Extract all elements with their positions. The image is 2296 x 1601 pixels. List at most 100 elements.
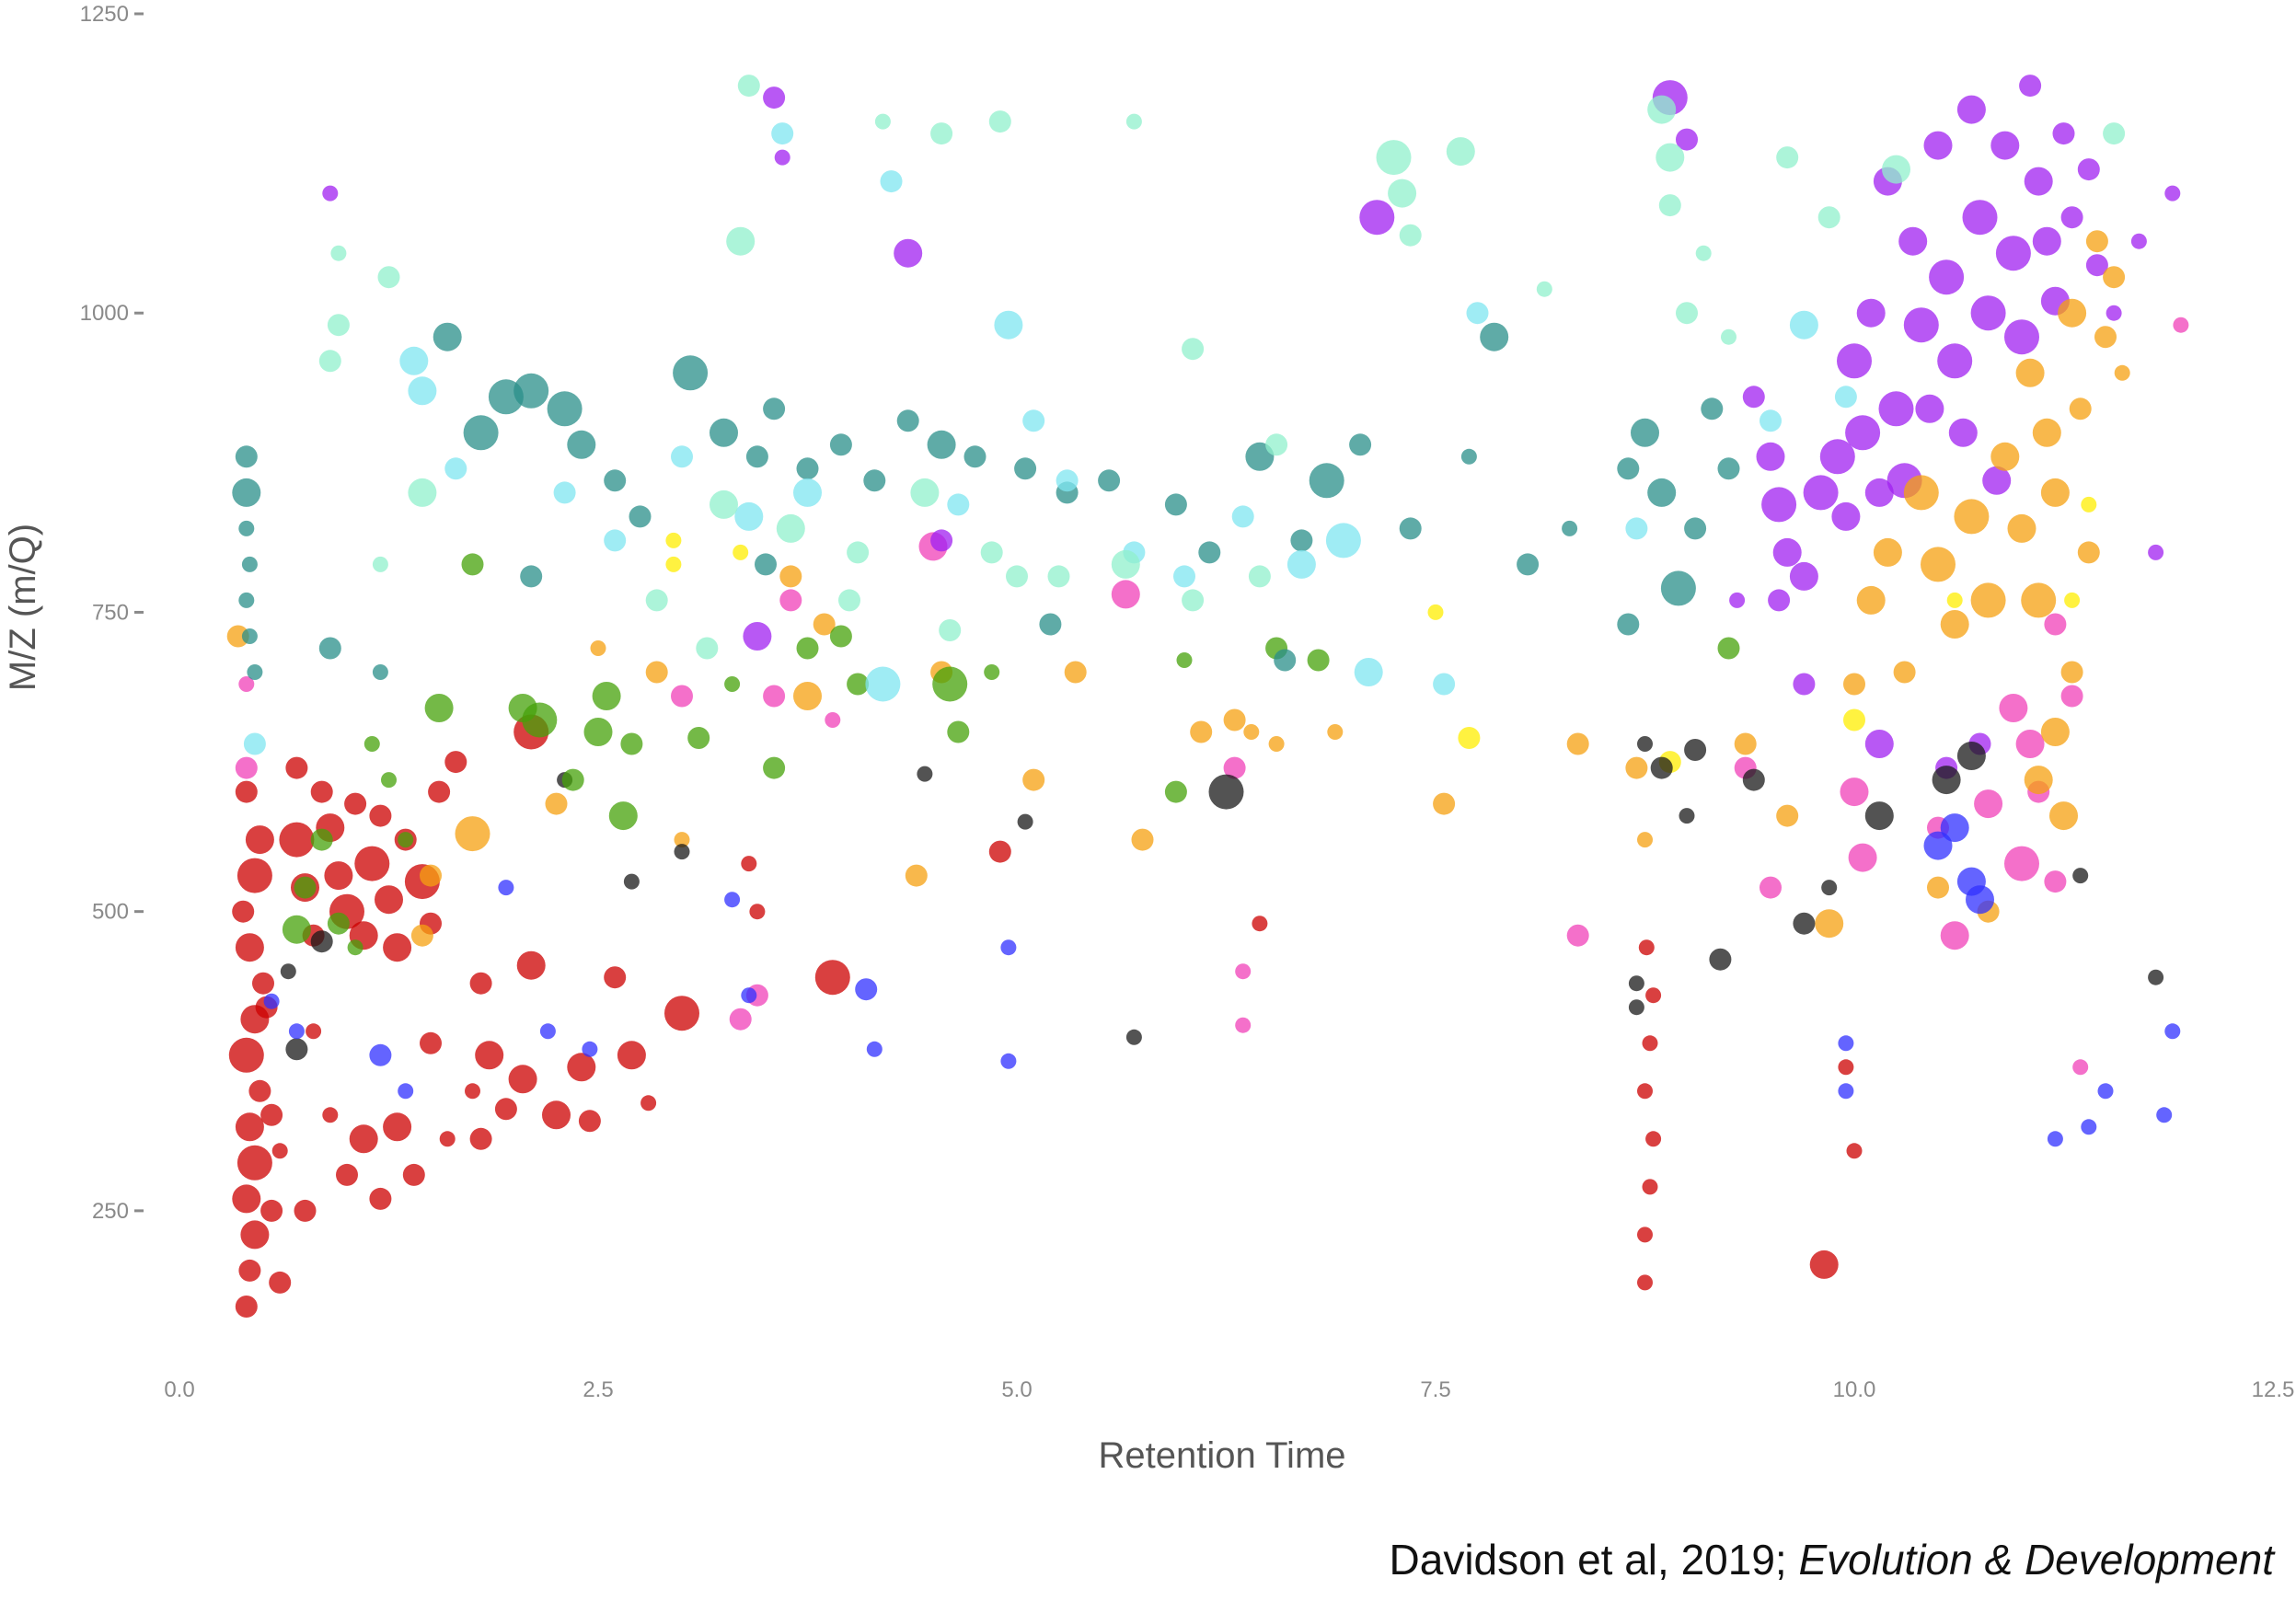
point-blue: [1923, 831, 1953, 860]
point-red: [294, 1199, 317, 1222]
x-tick-label: 5.0: [1001, 1377, 1032, 1402]
point-black: [1017, 813, 1033, 830]
point-mint: [330, 245, 347, 261]
point-orange: [645, 661, 668, 684]
point-red: [285, 756, 308, 779]
point-mint: [1182, 338, 1205, 361]
point-mint: [737, 75, 760, 98]
point-teal: [1701, 397, 1724, 420]
point-orange: [1243, 724, 1260, 740]
point-orange: [2077, 541, 2100, 564]
point-pink: [2173, 317, 2189, 333]
point-orange: [1856, 585, 1886, 615]
point-green: [847, 673, 870, 696]
point-orange: [1433, 792, 1456, 815]
point-teal: [238, 520, 255, 536]
point-red: [235, 780, 258, 803]
point-cyan: [671, 445, 693, 468]
point-yellow: [1946, 592, 1963, 608]
point-pink: [1999, 694, 2028, 722]
point-teal: [1460, 448, 1477, 465]
point-purple: [1359, 200, 1395, 236]
point-cyan: [1286, 549, 1316, 579]
point-green: [687, 727, 710, 749]
point-purple: [1789, 561, 1818, 591]
point-red: [310, 780, 333, 803]
point-red: [1838, 1059, 1854, 1076]
point-black: [1742, 768, 1765, 791]
point-teal: [1098, 469, 1121, 492]
point-mint: [726, 226, 756, 256]
point-black: [1650, 756, 1673, 779]
point-teal: [927, 430, 956, 459]
point-purple: [1995, 236, 2031, 271]
point-cyan: [1433, 673, 1456, 696]
point-blue: [1838, 1083, 1854, 1100]
point-purple: [2024, 167, 2053, 196]
point-green: [363, 736, 380, 752]
point-red: [235, 1296, 258, 1318]
point-red: [988, 840, 1011, 863]
point-orange: [1734, 732, 1757, 755]
point-cyan: [1834, 386, 1857, 409]
point-teal: [232, 478, 261, 507]
point-green: [620, 732, 643, 755]
point-orange: [1873, 537, 1902, 567]
point-red: [240, 1220, 270, 1250]
point-red: [260, 1103, 283, 1126]
point-red: [271, 1143, 288, 1159]
point-purple: [322, 185, 339, 202]
point-orange: [2032, 418, 2061, 447]
point-mint: [1647, 95, 1677, 124]
point-mint: [1376, 140, 1412, 176]
point-pink: [2015, 730, 2045, 758]
point-blue: [369, 1043, 392, 1066]
point-green: [424, 694, 454, 722]
point-teal: [604, 469, 627, 492]
point-mint: [327, 314, 350, 337]
point-teal: [1684, 517, 1707, 540]
point-teal: [1349, 433, 1372, 456]
point-red: [228, 1037, 264, 1073]
point-red: [578, 1110, 601, 1133]
y-axis-title: M/Z (m/Q): [3, 524, 43, 691]
point-black: [1628, 975, 1644, 992]
point-blue: [2047, 1131, 2063, 1147]
point-black: [310, 930, 333, 953]
point-purple: [1793, 673, 1816, 696]
point-orange: [1927, 876, 1949, 899]
point-orange: [793, 682, 822, 710]
point-pink: [1111, 580, 1140, 609]
point-purple: [1845, 415, 1881, 451]
point-red: [322, 1107, 339, 1123]
point-black: [1684, 739, 1707, 761]
point-teal: [829, 433, 852, 456]
point-teal: [567, 430, 596, 459]
point-cyan: [734, 501, 764, 531]
point-teal: [1290, 529, 1313, 552]
point-red: [248, 1079, 271, 1102]
point-yellow: [1427, 604, 1444, 620]
point-red: [383, 933, 412, 962]
point-pink: [1235, 1017, 1252, 1033]
point-blue: [1000, 939, 1017, 956]
point-red: [741, 856, 757, 872]
point-purple: [2164, 185, 2181, 202]
point-black: [1208, 774, 1244, 810]
point-green: [381, 772, 397, 789]
point-red: [428, 780, 451, 803]
point-yellow: [733, 544, 749, 560]
point-red: [237, 858, 272, 893]
point-blue: [2097, 1083, 2114, 1100]
point-blue: [1940, 813, 1969, 843]
point-cyan: [1759, 409, 1782, 432]
point-green: [947, 720, 970, 743]
point-purple: [1676, 128, 1698, 151]
point-purple: [1898, 226, 1928, 256]
point-red: [269, 1271, 292, 1294]
point-black: [1956, 742, 1986, 770]
point-teal: [1647, 478, 1677, 507]
point-cyan: [1173, 565, 1195, 588]
point-mint: [1721, 328, 1736, 345]
point-teal: [745, 445, 768, 468]
